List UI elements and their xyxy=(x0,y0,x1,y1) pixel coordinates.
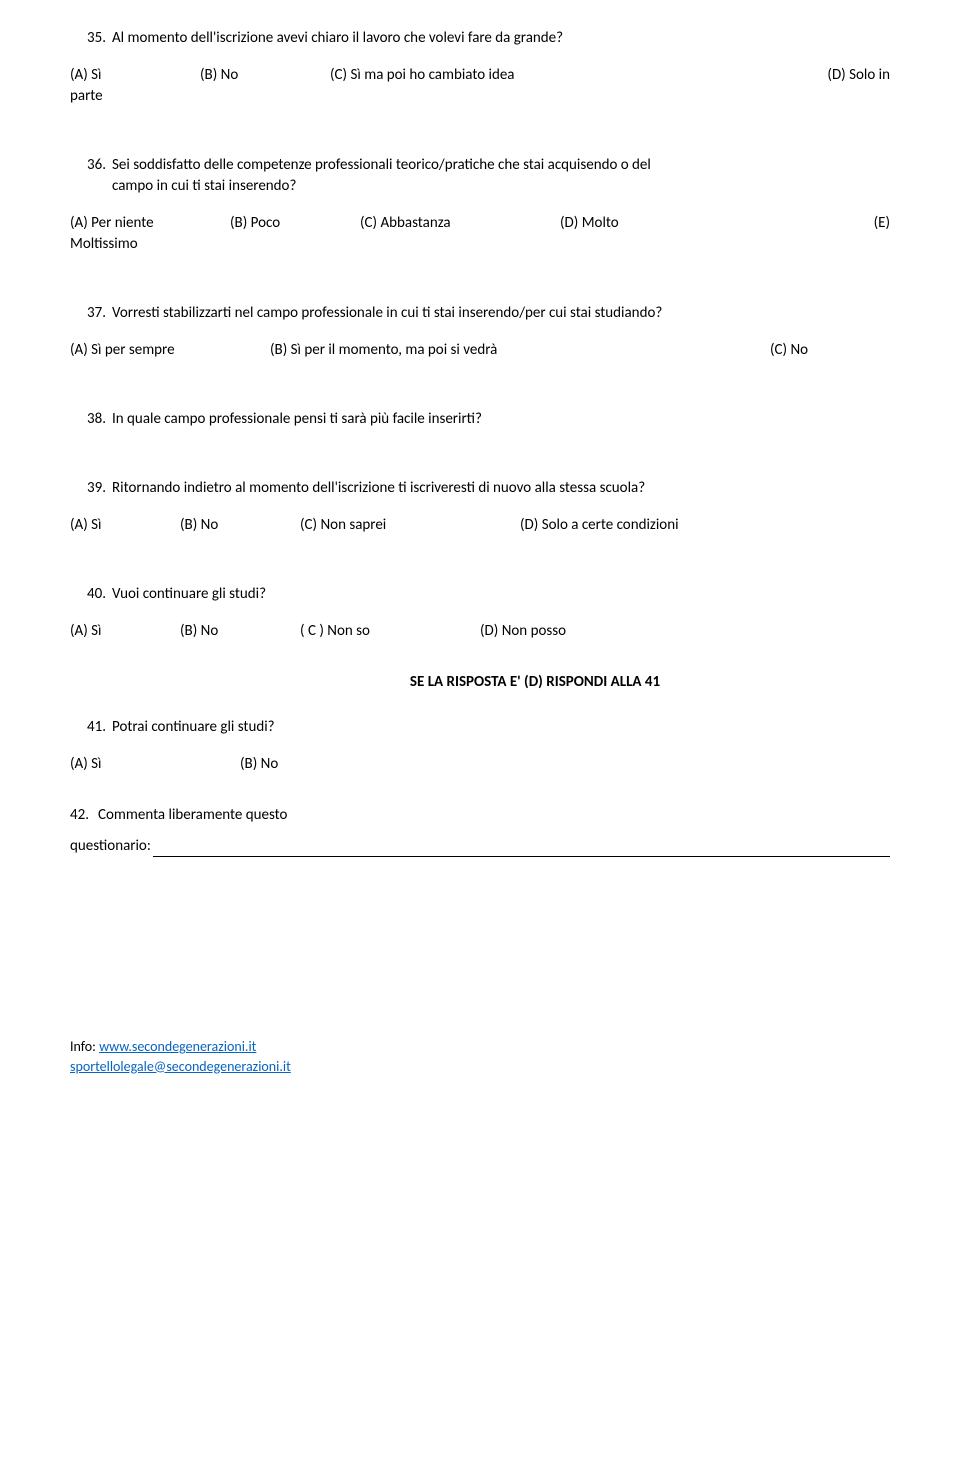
q42-field-label: questionario: xyxy=(70,836,151,857)
q40-opt-c[interactable]: ( C ) Non so xyxy=(300,621,480,642)
question-36: 36. Sei soddisfatto delle competenze pro… xyxy=(70,155,890,255)
q40-text: Vuoi continuare gli studi? xyxy=(112,584,890,605)
q41-number: 41. xyxy=(70,717,112,738)
question-41: 41. Potrai continuare gli studi? (A) Sì … xyxy=(70,717,890,775)
q35-opt-d[interactable]: (D) Solo in xyxy=(827,65,890,86)
q41-opt-a[interactable]: (A) Sì xyxy=(70,754,240,775)
q35-opt-d-cont: parte xyxy=(70,86,890,107)
q41-text: Potrai continuare gli studi? xyxy=(112,717,890,738)
q35-text: Al momento dell'iscrizione avevi chiaro … xyxy=(112,28,890,49)
q37-options: (A) Sì per sempre (B) Sì per il momento,… xyxy=(70,340,890,361)
q36-opt-e-cont: Moltissimo xyxy=(70,234,890,255)
q42-text: Commenta liberamente questo xyxy=(98,805,287,826)
q37-text: Vorresti stabilizzarti nel campo profess… xyxy=(112,303,890,324)
q36-opt-e[interactable]: (E) xyxy=(874,213,890,234)
q40-opt-b[interactable]: (B) No xyxy=(180,621,300,642)
q42-input-row: questionario: xyxy=(70,836,890,857)
q36-opt-b[interactable]: (B) Poco xyxy=(230,213,360,234)
q39-opt-a[interactable]: (A) Sì xyxy=(70,515,180,536)
q35-number: 35. xyxy=(70,28,112,49)
q36-opt-d[interactable]: (D) Molto xyxy=(560,213,874,234)
q36-opt-c[interactable]: (C) Abbastanza xyxy=(360,213,560,234)
q37-opt-b[interactable]: (B) Sì per il momento, ma poi si vedrà xyxy=(270,340,770,361)
q41-options: (A) Sì (B) No xyxy=(70,754,890,775)
question-40: 40. Vuoi continuare gli studi? (A) Sì (B… xyxy=(70,584,890,642)
q39-opt-c[interactable]: (C) Non saprei xyxy=(300,515,520,536)
q39-number: 39. xyxy=(70,478,112,499)
q42-input-line[interactable] xyxy=(153,843,890,857)
q36-text-l2: campo in cui ti stai inserendo? xyxy=(112,177,296,195)
q41-opt-b[interactable]: (B) No xyxy=(240,754,278,775)
q42-number: 42. xyxy=(70,805,98,826)
q39-opt-b[interactable]: (B) No xyxy=(180,515,300,536)
q37-opt-c[interactable]: (C) No xyxy=(770,340,890,361)
q36-options: (A) Per niente (B) Poco (C) Abbastanza (… xyxy=(70,213,890,234)
q40-opt-a[interactable]: (A) Sì xyxy=(70,621,180,642)
page-footer: Info: www.secondegenerazioni.it sportell… xyxy=(70,1037,890,1076)
q38-number: 38. xyxy=(70,409,112,430)
q39-opt-d[interactable]: (D) Solo a certe condizioni xyxy=(520,515,679,536)
q36-opt-a[interactable]: (A) Per niente xyxy=(70,213,230,234)
question-39: 39. Ritornando indietro al momento dell'… xyxy=(70,478,890,536)
q35-opt-a[interactable]: (A) Sì xyxy=(70,65,200,86)
question-37: 37. Vorresti stabilizzarti nel campo pro… xyxy=(70,303,890,361)
q40-opt-d[interactable]: (D) Non posso xyxy=(480,621,566,642)
q36-number: 36. xyxy=(70,155,112,176)
footer-info-prefix: Info: xyxy=(70,1038,99,1055)
q39-text: Ritornando indietro al momento dell'iscr… xyxy=(112,478,890,499)
q36-text-l1: Sei soddisfatto delle competenze profess… xyxy=(112,155,890,176)
q37-number: 37. xyxy=(70,303,112,324)
q37-opt-a[interactable]: (A) Sì per sempre xyxy=(70,340,270,361)
q40-options: (A) Sì (B) No ( C ) Non so (D) Non posso xyxy=(70,621,890,642)
q40-number: 40. xyxy=(70,584,112,605)
question-35: 35. Al momento dell'iscrizione avevi chi… xyxy=(70,28,890,107)
q39-options: (A) Sì (B) No (C) Non saprei (D) Solo a … xyxy=(70,515,890,536)
question-42: 42. Commenta liberamente questo xyxy=(70,805,890,826)
question-38: 38. In quale campo professionale pensi t… xyxy=(70,409,890,430)
q35-options: (A) Sì (B) No (C) Sì ma poi ho cambiato … xyxy=(70,65,890,86)
footer-link-email[interactable]: sportellolegale@secondegenerazioni.it xyxy=(70,1058,291,1075)
q35-opt-b[interactable]: (B) No xyxy=(200,65,330,86)
footer-link-website[interactable]: www.secondegenerazioni.it xyxy=(99,1038,256,1055)
q35-opt-c[interactable]: (C) Sì ma poi ho cambiato idea xyxy=(330,65,827,86)
q38-text: In quale campo professionale pensi ti sa… xyxy=(112,409,890,430)
conditional-instruction: SE LA RISPOSTA E' (D) RISPONDI ALLA 41 xyxy=(70,672,890,693)
